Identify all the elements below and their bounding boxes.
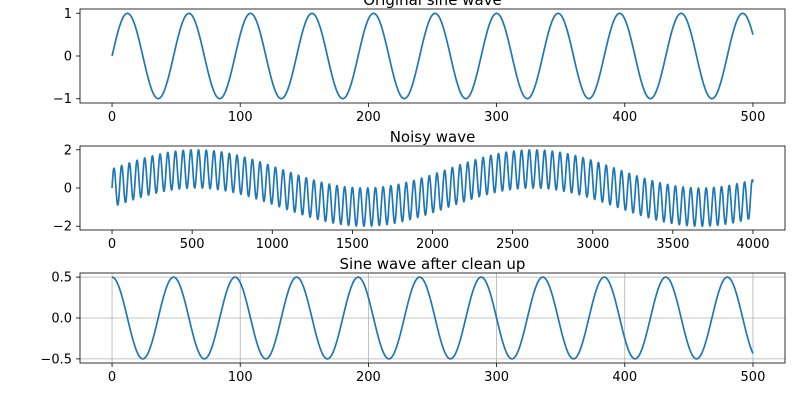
x-tick-label: 2000 [416,237,449,252]
x-tick: 500 [741,103,766,125]
x-tick: 4000 [736,230,770,252]
subplot-1: 0 100 200 300 400 500 −1 0 1 Original sine wave [53,0,786,125]
x-tick: 100 [228,103,253,125]
x-tick: 200 [356,103,381,125]
x-tick-label: 3000 [576,237,609,252]
x-tick: 0 [108,230,116,252]
y-tick: 2 [64,143,80,158]
y-tick-label: −2 [53,220,72,235]
x-tick: 3500 [656,230,689,252]
x-tick-label: 1500 [336,237,369,252]
y-tick: 0.0 [51,312,80,327]
x-tick-label: 1000 [256,237,289,252]
axes-frame [79,8,786,104]
x-tick-label: 400 [612,370,637,385]
x-tick-label: 100 [228,110,253,125]
y-tick-label: 0 [64,50,72,65]
series-line-1 [111,12,754,100]
y-tick: −2 [53,220,80,235]
subplot-title: Original sine wave [363,0,502,9]
x-tick: 1000 [256,230,289,252]
x-tick-label: 2500 [496,237,529,252]
axes-frame [79,145,786,231]
y-tick-label: −1 [53,92,72,107]
x-tick: 0 [108,363,116,385]
subplot-title: Sine wave after clean up [340,255,526,273]
y-tick-label: 1 [64,7,72,22]
x-tick-label: 500 [180,237,205,252]
x-tick: 400 [612,363,637,385]
y-tick-label: −0.5 [40,352,72,367]
series-line-1 [111,276,754,360]
x-tick: 1500 [336,230,369,252]
x-tick-label: 300 [484,370,509,385]
x-tick-label: 400 [612,110,637,125]
x-tick-label: 500 [741,110,766,125]
y-tick: 0 [64,182,80,197]
x-tick: 500 [180,230,205,252]
x-tick: 300 [484,103,509,125]
subplot-title: Noisy wave [390,128,476,146]
subplot-2: 0 500 1000 1500 2000 2500 3000 3500 4000 −2 0 2 Nois… [53,128,786,252]
y-tick-label: 0 [64,182,72,197]
x-tick-label: 200 [356,110,381,125]
x-tick-label: 3500 [656,237,689,252]
y-tick: −0.5 [40,352,80,367]
y-tick: −1 [53,92,80,107]
x-tick-label: 4000 [736,237,769,252]
x-tick: 400 [612,103,637,125]
x-tick-label: 300 [484,110,509,125]
x-tick-label: 0 [108,370,116,385]
x-tick-label: 100 [228,370,253,385]
x-tick: 300 [484,363,509,385]
x-tick: 100 [228,363,253,385]
x-tick-label: 200 [356,370,381,385]
x-tick: 200 [356,363,381,385]
subplot-3: 0 100 200 300 400 500 −0.5 0.0 0.5 Sine wave afte… [40,255,786,385]
x-tick-label: 0 [108,237,116,252]
x-tick: 2500 [496,230,529,252]
y-tick: 1 [64,7,80,22]
series-line-1 [111,148,754,228]
y-tick-label: 2 [64,143,72,158]
x-tick: 500 [741,363,766,385]
y-tick-label: 0.5 [51,271,72,286]
y-tick: 0 [64,50,80,65]
y-tick: 0.5 [51,271,80,286]
x-tick: 0 [108,103,116,125]
x-tick-label: 500 [741,370,766,385]
x-tick-label: 0 [108,110,116,125]
x-tick: 3000 [576,230,609,252]
x-tick: 2000 [416,230,449,252]
y-tick-label: 0.0 [51,312,72,327]
